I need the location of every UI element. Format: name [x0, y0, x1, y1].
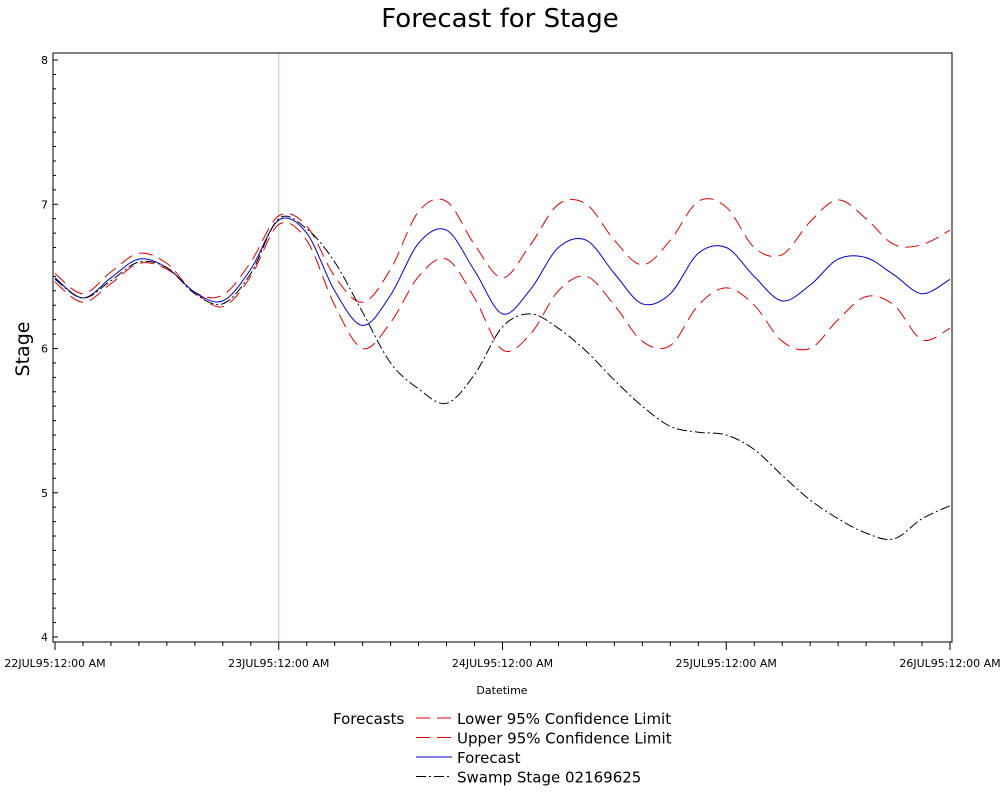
x-tick-label: 26JUL95:12:00 AM	[899, 657, 1000, 670]
legend-label: Forecast	[457, 749, 521, 767]
x-tick-label: 22JUL95:12:00 AM	[4, 657, 105, 670]
chart-title: Forecast for Stage	[381, 4, 618, 34]
plot-frame	[52, 52, 953, 643]
y-tick-label: 8	[41, 54, 48, 67]
y-tick-label: 4	[41, 631, 48, 644]
y-tick-label: 7	[41, 198, 48, 211]
x-axis-label: Datetime	[476, 684, 527, 697]
series-line-3	[54, 217, 951, 326]
y-tick-label: 6	[41, 343, 48, 356]
series-layer	[54, 53, 951, 642]
series-line-2	[54, 198, 951, 303]
legend-label: Lower 95% Confidence Limit	[457, 710, 671, 728]
legend-title: Forecasts	[333, 710, 404, 728]
series-line-4	[54, 215, 951, 540]
x-tick-label: 25JUL95:12:00 AM	[676, 657, 777, 670]
legend-label: Upper 95% Confidence Limit	[457, 730, 672, 748]
legend-label: Swamp Stage 02169625	[457, 769, 641, 787]
x-tick-label: 23JUL95:12:00 AM	[228, 657, 329, 670]
axes: 4 5 6 7 8 22JUL95:12:00 AM 23JUL95:12:00 AM 24J…	[4, 54, 1000, 670]
series-line-1	[54, 221, 951, 352]
x-tick-label: 24JUL95:12:00 AM	[452, 657, 553, 670]
y-axis-label: Stage	[12, 322, 34, 377]
y-tick-label: 5	[41, 487, 48, 500]
legend: Forecasts Lower 95% Confidence Limit Uppe…	[333, 710, 672, 787]
